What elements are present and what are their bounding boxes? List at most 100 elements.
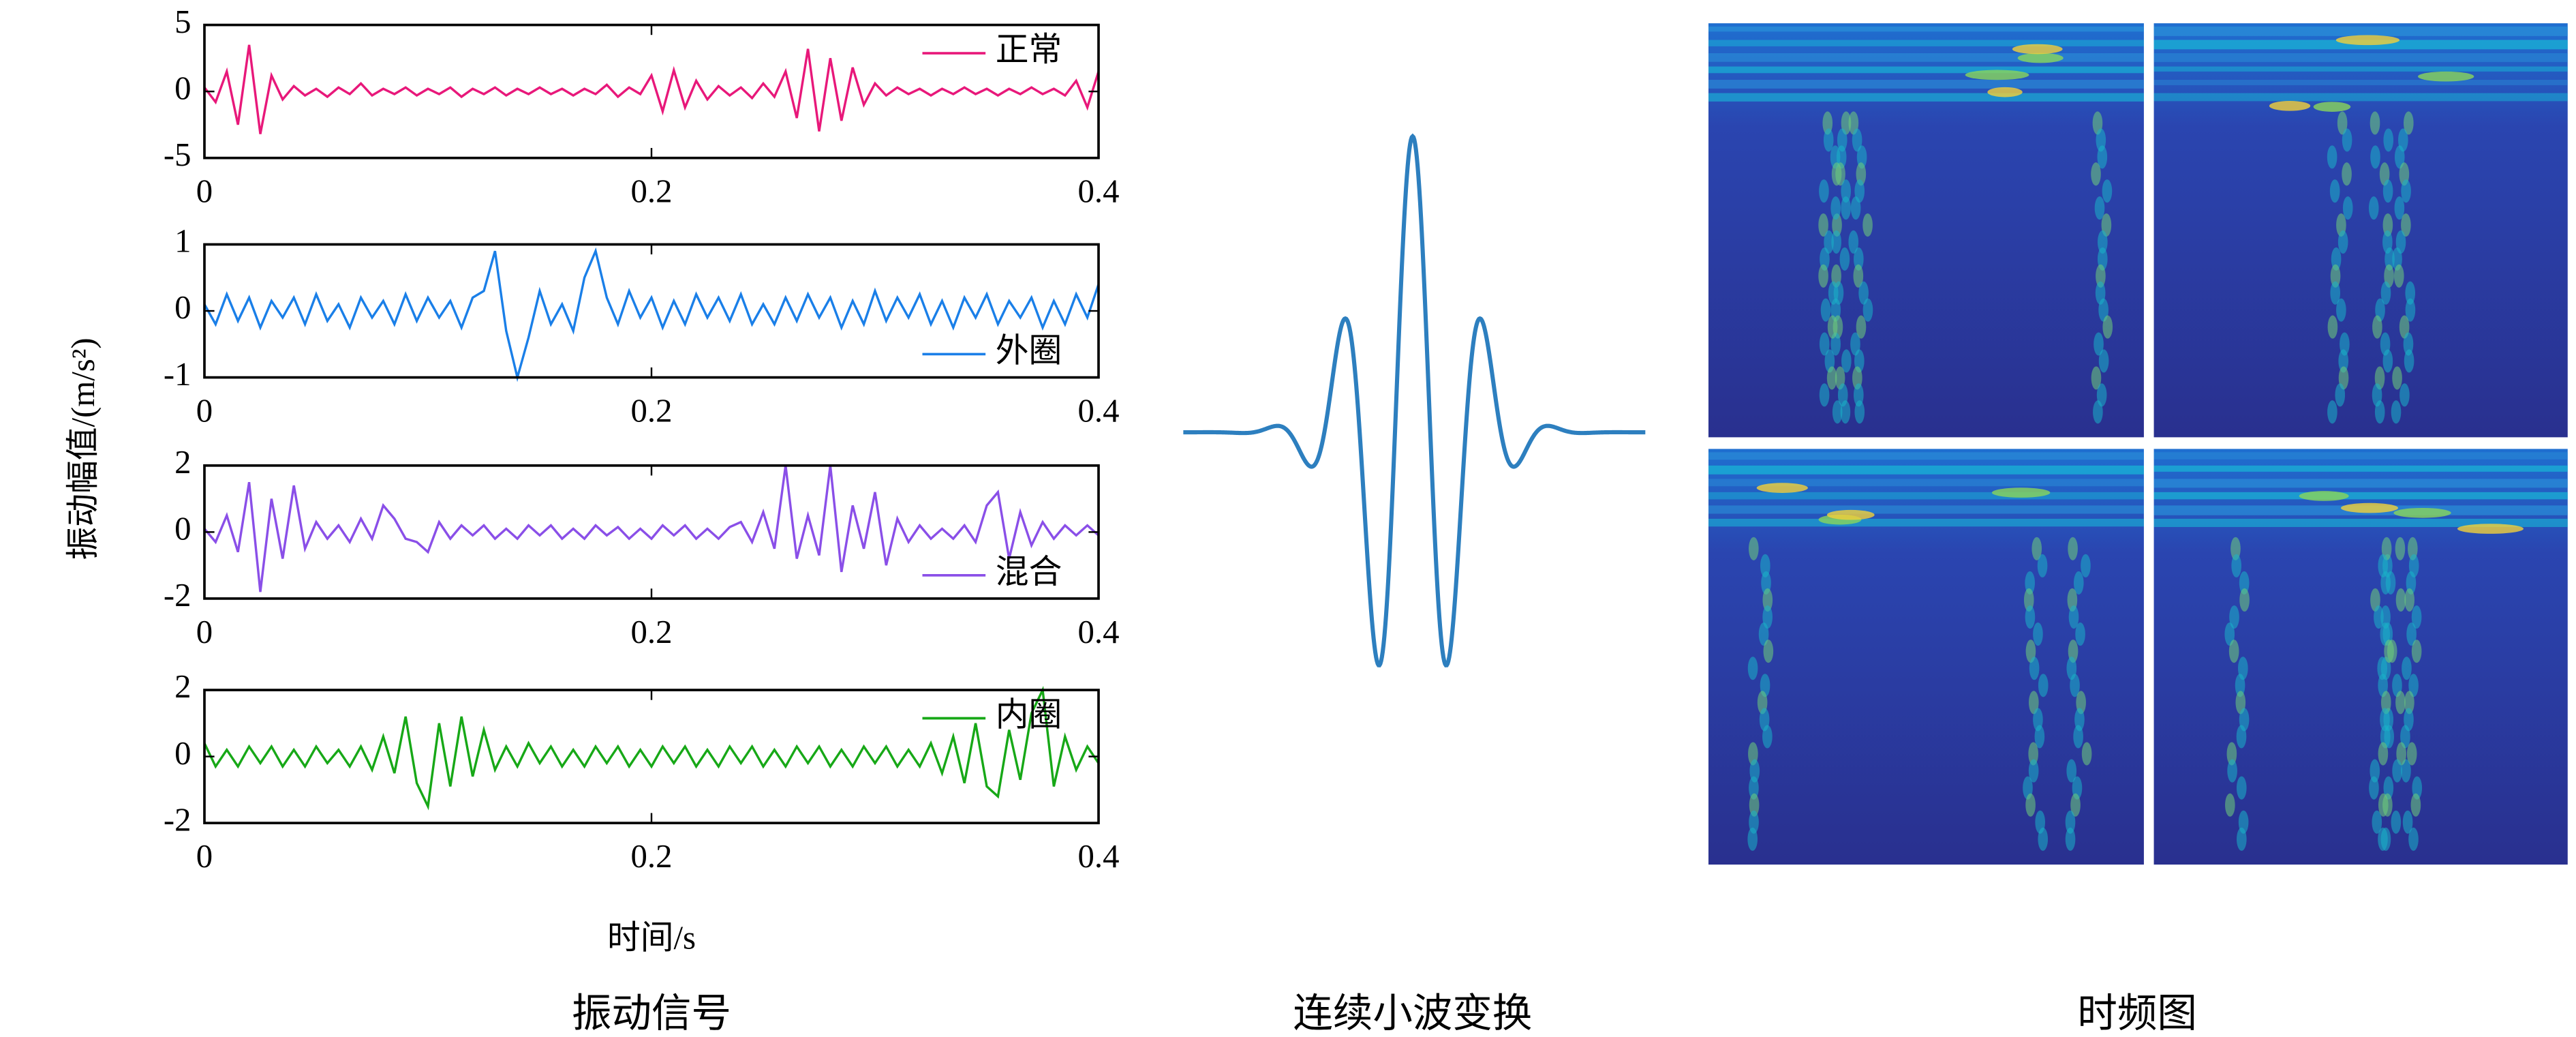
tf-band [2153, 492, 2568, 500]
tf-streak [2098, 298, 2109, 322]
tf-streak [2394, 145, 2405, 169]
tf-streak [1748, 537, 1759, 560]
tf-streak [1831, 162, 1842, 186]
tf-streak [1826, 366, 1837, 390]
tf-band [2153, 452, 2568, 460]
tf-streak [2380, 281, 2391, 305]
tf-streak [2399, 315, 2410, 339]
tf-streak [2094, 332, 2104, 356]
x-tick-label: 0.4 [1078, 392, 1120, 429]
tf-streak [2382, 179, 2393, 203]
tf-streak [2327, 400, 2337, 424]
tf-streak [1840, 400, 1851, 424]
tf-band [2153, 53, 2568, 62]
y-tick-label: 0 [174, 511, 191, 547]
tf-streak [2070, 793, 2081, 817]
tf-band [1708, 452, 2144, 460]
tf-streak [2031, 537, 2042, 560]
tf-streak [2331, 247, 2342, 271]
tf-streak [2377, 657, 2388, 680]
tf-streak [1827, 315, 1838, 339]
tf-streak [2370, 145, 2380, 169]
tf-streak [1841, 111, 1852, 135]
tf-streak [2380, 571, 2391, 595]
tf-streak [2408, 827, 2419, 851]
tf-streak [2401, 759, 2411, 783]
tf-streak [1854, 247, 1864, 271]
tf-hotspot [1756, 483, 1808, 493]
tf-streak [2098, 349, 2109, 373]
tf-streak [1763, 640, 1774, 663]
tf-streak [2098, 230, 2108, 254]
tf-streak [2408, 674, 2419, 697]
tf-streak [2404, 111, 2414, 135]
tf-hotspot [1826, 509, 1875, 520]
tf-streak [1818, 213, 1828, 237]
tf-hotspot [2340, 502, 2398, 513]
tf-streak [2102, 179, 2113, 203]
tf-streak [2335, 383, 2346, 407]
tf-streak [1830, 196, 1841, 220]
tf-band [2153, 80, 2568, 85]
x-tick-label: 0.4 [1078, 838, 1120, 875]
tf-streak [2102, 315, 2113, 339]
tf-streak [2070, 674, 2080, 697]
x-tick-label: 0.2 [631, 838, 673, 875]
tf-map [1708, 23, 2144, 438]
tf-streak [2400, 725, 2410, 749]
tf-streak [2391, 400, 2402, 424]
tf-streak [2236, 776, 2247, 800]
x-tick-label: 0.4 [1078, 614, 1120, 650]
tf-streak [2395, 537, 2406, 560]
tf-streak [2025, 571, 2035, 595]
tf-map [2153, 449, 2568, 865]
tf-streak [1822, 111, 1833, 135]
plot-frame [203, 689, 1100, 824]
tf-streak [2038, 674, 2049, 697]
tf-streak [1856, 315, 1867, 339]
tf-streak [2370, 111, 2380, 135]
signal-line [203, 685, 1100, 811]
tf-streak [2229, 605, 2239, 629]
tf-band [1708, 80, 2144, 89]
tf-streak [1848, 230, 1859, 254]
tf-streak [2374, 400, 2385, 424]
tf-band [1708, 479, 2144, 487]
caption: 连续小波变换 [1293, 991, 1532, 1036]
tf-streak [1747, 657, 1758, 680]
tf-streak [1841, 179, 1852, 203]
y-tick-label: 2 [174, 668, 191, 705]
tf-streak [2227, 759, 2237, 783]
tf-band [2153, 66, 2568, 72]
caption: 振动信号 [572, 991, 731, 1036]
tf-streak [2380, 691, 2391, 715]
tf-streak [2025, 605, 2036, 629]
tf-streak [2368, 196, 2379, 220]
tf-streak [2230, 537, 2241, 560]
tf-streak [2395, 588, 2406, 612]
tf-streak [1841, 196, 1851, 220]
tf-streak [2065, 827, 2076, 851]
tf-streak [2404, 691, 2414, 715]
tf-hotspot [2299, 491, 2349, 501]
tf-streak [1841, 349, 1852, 373]
tf-streak [2236, 827, 2247, 851]
tf-streak [1831, 230, 1841, 254]
tf-streak [2383, 776, 2394, 800]
tf-streak [2029, 657, 2040, 680]
tf-streak [2382, 349, 2393, 373]
tf-band [1708, 27, 2144, 32]
tf-streak [2081, 742, 2092, 766]
tf-streak [2402, 810, 2413, 834]
tf-band [2153, 479, 2568, 488]
tf-hotspot [2017, 52, 2064, 63]
wavelet [1183, 133, 1646, 667]
tf-streak [2065, 810, 2076, 834]
tf-streak [2410, 793, 2421, 817]
tf-hotspot [1991, 487, 2051, 498]
tf-streak [2068, 605, 2079, 629]
tf-band [1708, 518, 2144, 527]
tf-streak [1749, 759, 1760, 783]
tf-streak [2401, 179, 2411, 203]
tf-streak [2378, 742, 2389, 766]
